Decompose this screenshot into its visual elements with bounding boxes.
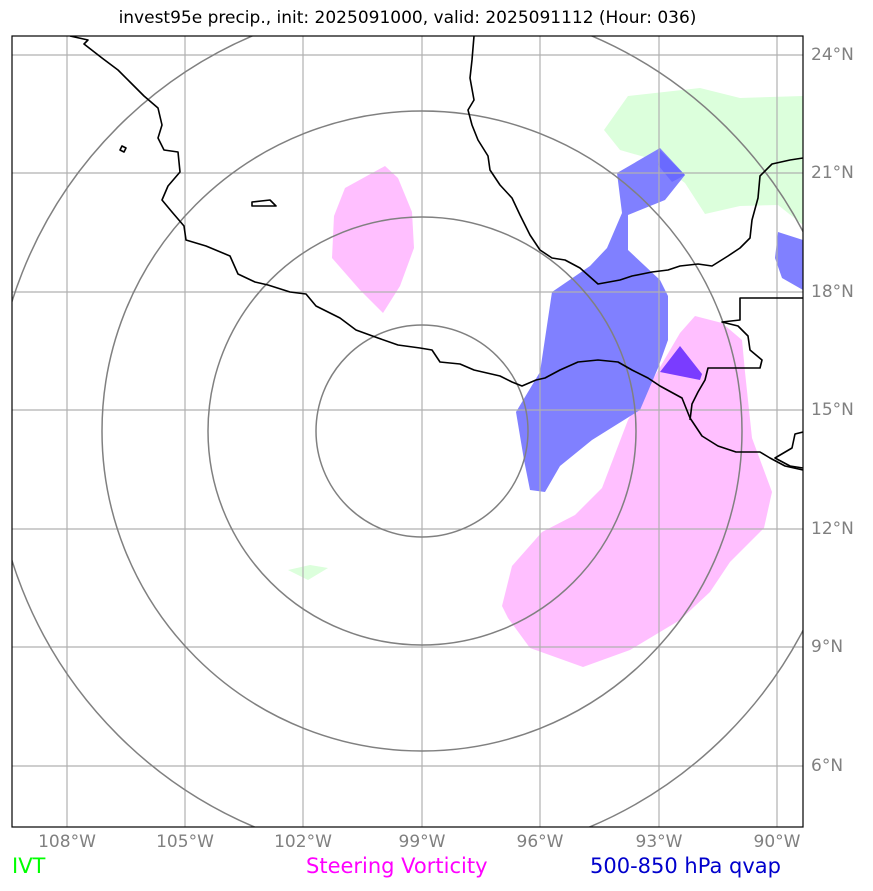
range-ring-1 xyxy=(315,324,529,538)
qvap-region-east xyxy=(775,232,803,290)
coastlines xyxy=(69,36,803,471)
lat-label-15n: 15°N xyxy=(811,400,854,420)
lon-label-96w: 96°W xyxy=(516,832,564,852)
lon-label-93w: 93°W xyxy=(635,832,683,852)
qvap-field xyxy=(516,148,803,492)
lat-label-24n: 24°N xyxy=(811,45,854,65)
lat-label-6n: 6°N xyxy=(811,756,844,776)
coastline-gulf xyxy=(467,36,803,285)
range-rings xyxy=(12,36,803,827)
island-gulf-peninsula xyxy=(251,199,277,207)
ivt-field xyxy=(288,88,803,580)
vorticity-field xyxy=(332,166,772,667)
qvap-vorticity-overlap xyxy=(660,346,702,380)
legend-ivt: IVT xyxy=(12,854,46,878)
lon-label-108w: 108°W xyxy=(38,832,96,852)
qvap-region-main xyxy=(516,148,685,492)
map-title: invest95e precip., init: 2025091000, val… xyxy=(118,8,697,28)
coastline-central-america xyxy=(774,431,803,469)
lon-label-105w: 105°W xyxy=(156,832,214,852)
range-ring-3 xyxy=(101,110,743,752)
lon-label-90w: 90°W xyxy=(753,832,801,852)
ivt-region-northeast xyxy=(604,88,803,225)
island-small-west xyxy=(119,145,127,153)
vorticity-region-north xyxy=(332,166,414,313)
legend-qvap: 500-850 hPa qvap xyxy=(590,854,781,878)
qvap-ivt-overlap xyxy=(658,150,685,182)
vorticity-region-southeast xyxy=(502,316,772,667)
coastline-mexico-pacific xyxy=(69,36,803,471)
gridlines xyxy=(12,36,803,827)
lat-label-9n: 9°N xyxy=(811,637,844,657)
lon-label-99w: 99°W xyxy=(398,832,446,852)
range-ring-2 xyxy=(207,216,637,646)
lat-label-18n: 18°N xyxy=(811,282,854,302)
coastline-yucatan-border xyxy=(689,297,803,421)
map-frame xyxy=(11,35,804,828)
lat-label-12n: 12°N xyxy=(811,519,854,539)
lat-label-21n: 21°N xyxy=(811,163,854,183)
legend-vorticity: Steering Vorticity xyxy=(306,854,488,878)
ivt-region-small xyxy=(288,565,328,580)
lon-label-102w: 102°W xyxy=(274,832,332,852)
